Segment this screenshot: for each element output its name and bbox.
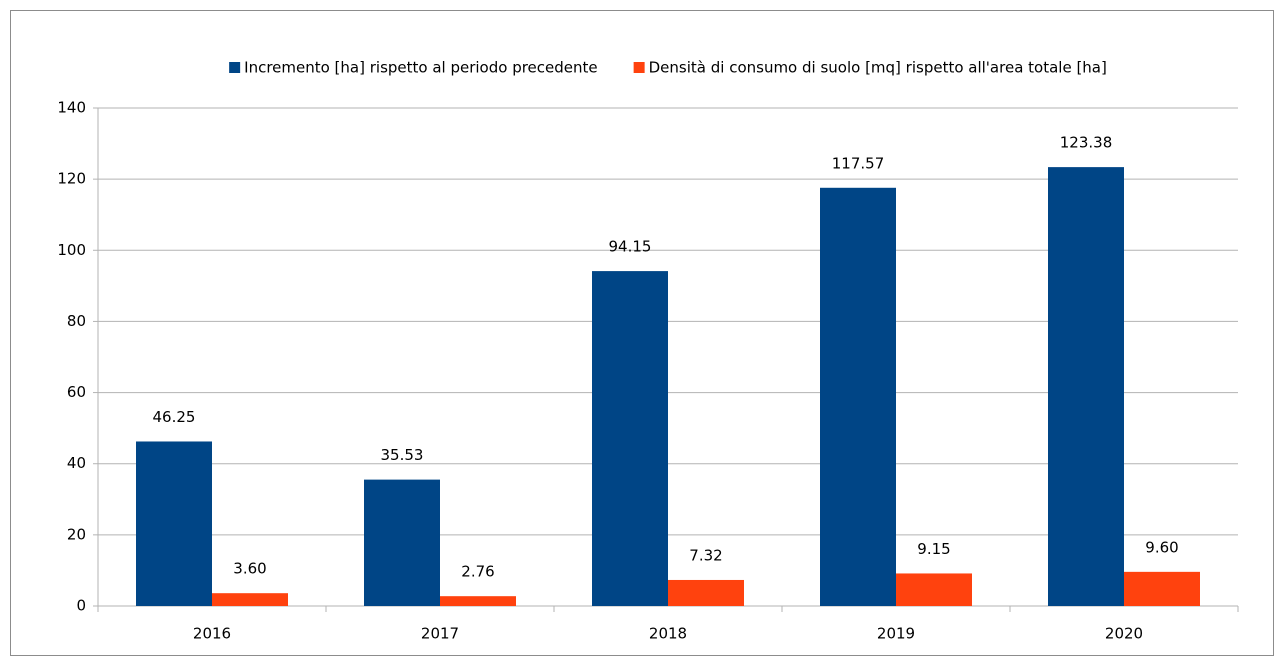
bar (1124, 571, 1200, 606)
x-tick-label: 2020 (1105, 625, 1143, 643)
legend-swatch (633, 62, 645, 73)
x-tick-label: 2017 (421, 625, 459, 643)
data-label: 46.25 (153, 408, 196, 426)
bar (212, 593, 288, 606)
bar (136, 441, 212, 606)
data-label: 94.15 (609, 238, 652, 256)
x-tick-label: 2018 (649, 625, 687, 643)
legend-swatch (229, 62, 241, 73)
legend-label: Densità di consumo di suolo [mq] rispett… (649, 59, 1107, 77)
y-tick-label: 40 (67, 454, 86, 472)
x-tick-label: 2016 (193, 625, 231, 643)
y-tick-label: 80 (67, 312, 86, 330)
data-label: 123.38 (1060, 134, 1113, 152)
data-label: 117.57 (832, 154, 885, 172)
data-label: 35.53 (381, 446, 424, 464)
data-label: 7.32 (689, 546, 722, 564)
y-tick-label: 100 (57, 241, 86, 259)
x-tick-label: 2019 (877, 625, 915, 643)
data-label: 2.76 (461, 563, 494, 581)
data-label: 9.60 (1145, 538, 1178, 556)
y-tick-label: 60 (67, 383, 86, 401)
bar (1048, 167, 1124, 606)
data-label: 3.60 (233, 560, 266, 578)
y-tick-label: 0 (76, 597, 86, 615)
bar (440, 596, 516, 606)
data-label: 9.15 (917, 540, 950, 558)
bar (592, 271, 668, 606)
y-tick-label: 140 (57, 99, 86, 117)
y-tick-label: 120 (57, 170, 86, 188)
bar (896, 573, 972, 606)
bar (820, 187, 896, 606)
legend-label: Incremento [ha] rispetto al periodo prec… (244, 59, 597, 77)
bar (364, 479, 440, 606)
bar (668, 579, 744, 606)
y-tick-label: 20 (67, 525, 86, 543)
